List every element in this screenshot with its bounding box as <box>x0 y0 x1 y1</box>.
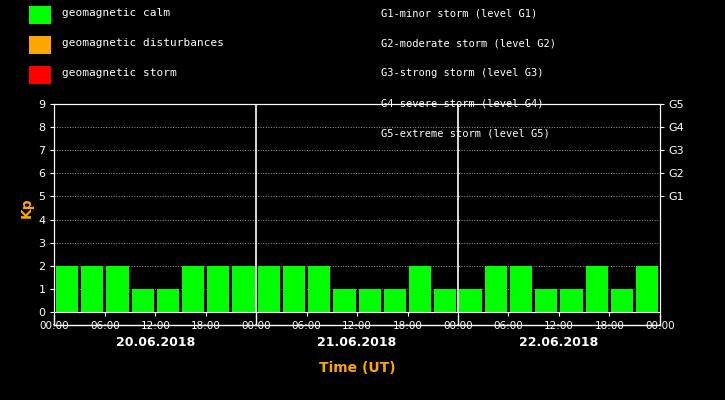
Text: geomagnetic disturbances: geomagnetic disturbances <box>62 38 223 48</box>
Bar <box>560 289 583 312</box>
Bar <box>586 266 608 312</box>
Bar <box>636 266 658 312</box>
Bar <box>308 266 331 312</box>
Bar <box>283 266 305 312</box>
Bar <box>485 266 507 312</box>
Bar <box>384 289 406 312</box>
Text: Time (UT): Time (UT) <box>319 360 395 374</box>
Bar <box>107 266 128 312</box>
Bar <box>157 289 179 312</box>
Text: geomagnetic calm: geomagnetic calm <box>62 8 170 18</box>
Text: G1-minor storm (level G1): G1-minor storm (level G1) <box>381 8 537 18</box>
Text: 21.06.2018: 21.06.2018 <box>318 336 397 349</box>
Text: G5-extreme storm (level G5): G5-extreme storm (level G5) <box>381 128 550 138</box>
Text: 22.06.2018: 22.06.2018 <box>519 336 598 349</box>
Bar <box>334 289 355 312</box>
Bar <box>611 289 633 312</box>
Bar <box>359 289 381 312</box>
Text: 20.06.2018: 20.06.2018 <box>116 336 195 349</box>
Bar <box>460 289 481 312</box>
Bar <box>257 266 280 312</box>
Bar <box>207 266 229 312</box>
Text: G2-moderate storm (level G2): G2-moderate storm (level G2) <box>381 38 555 48</box>
Bar <box>56 266 78 312</box>
Bar <box>510 266 532 312</box>
Bar <box>182 266 204 312</box>
Bar <box>233 266 254 312</box>
Y-axis label: Kp: Kp <box>20 198 34 218</box>
Bar <box>131 289 154 312</box>
Text: G4-severe storm (level G4): G4-severe storm (level G4) <box>381 98 543 108</box>
Bar <box>81 266 103 312</box>
Bar <box>409 266 431 312</box>
Bar <box>434 289 457 312</box>
Text: G3-strong storm (level G3): G3-strong storm (level G3) <box>381 68 543 78</box>
Bar <box>535 289 558 312</box>
Text: geomagnetic storm: geomagnetic storm <box>62 68 176 78</box>
